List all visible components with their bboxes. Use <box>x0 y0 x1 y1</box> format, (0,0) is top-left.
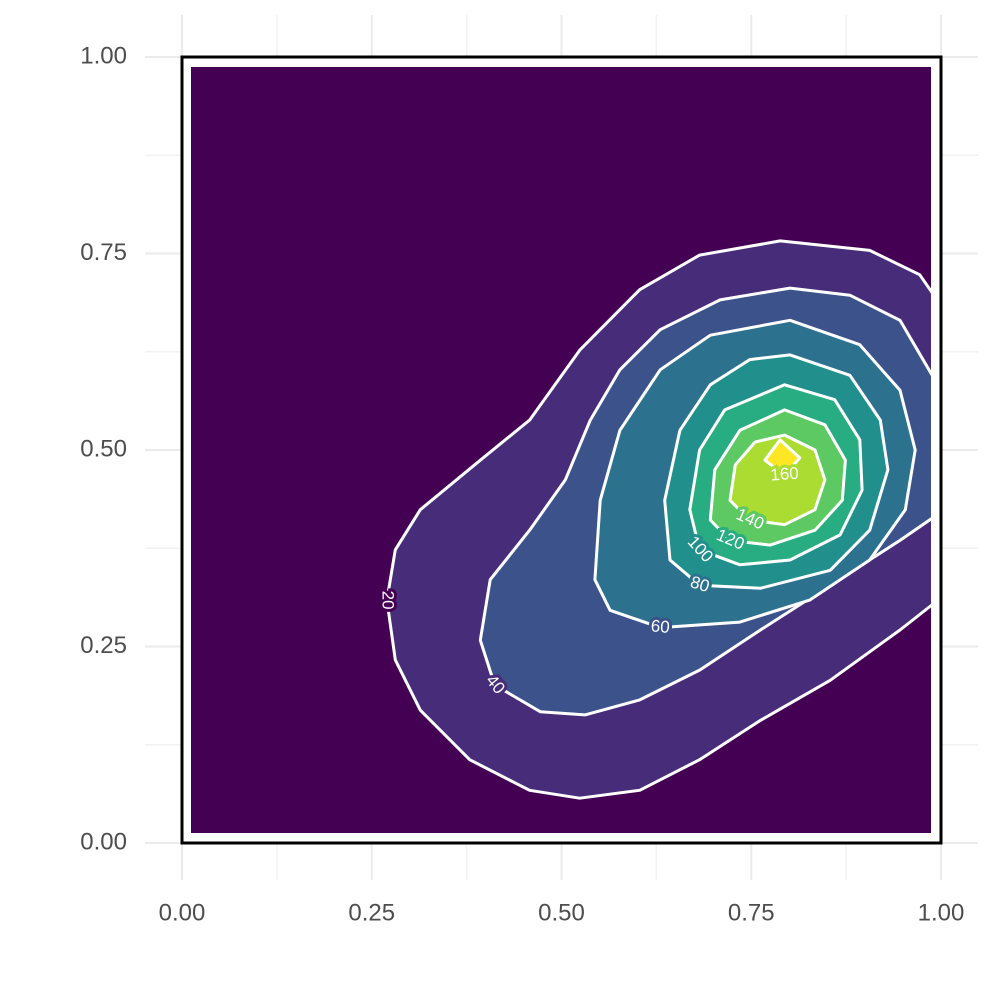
contour-line <box>688 383 864 567</box>
contour-line <box>763 438 802 477</box>
contour-line <box>708 408 847 547</box>
y-tick-label: 0.25 <box>80 632 127 659</box>
contour-line <box>593 318 917 630</box>
y-tick-label: 0.75 <box>80 239 127 266</box>
contour-line <box>385 239 931 800</box>
contour-line <box>478 286 931 717</box>
x-tick-label: 1.00 <box>918 899 965 926</box>
plot-area <box>191 67 931 833</box>
y-tick-label: 0.00 <box>80 828 127 855</box>
contour-label: 160 <box>770 464 800 485</box>
x-tick-label: 0.50 <box>538 899 585 926</box>
contour-line <box>728 433 827 527</box>
frame <box>180 55 943 845</box>
y-tick-label: 1.00 <box>80 42 127 69</box>
x-tick-label: 0.25 <box>348 899 395 926</box>
contour-line <box>663 353 890 590</box>
contour-label: 20 <box>378 591 397 610</box>
axes: 0.00 0.25 0.50 0.75 1.00 0.00 0.25 0.50 0.75 1.00 <box>80 42 964 926</box>
contour-label: 60 <box>650 616 671 637</box>
x-tick-label: 0.00 <box>159 899 206 926</box>
y-tick-label: 0.50 <box>80 435 127 462</box>
x-tick-label: 0.75 <box>728 899 775 926</box>
